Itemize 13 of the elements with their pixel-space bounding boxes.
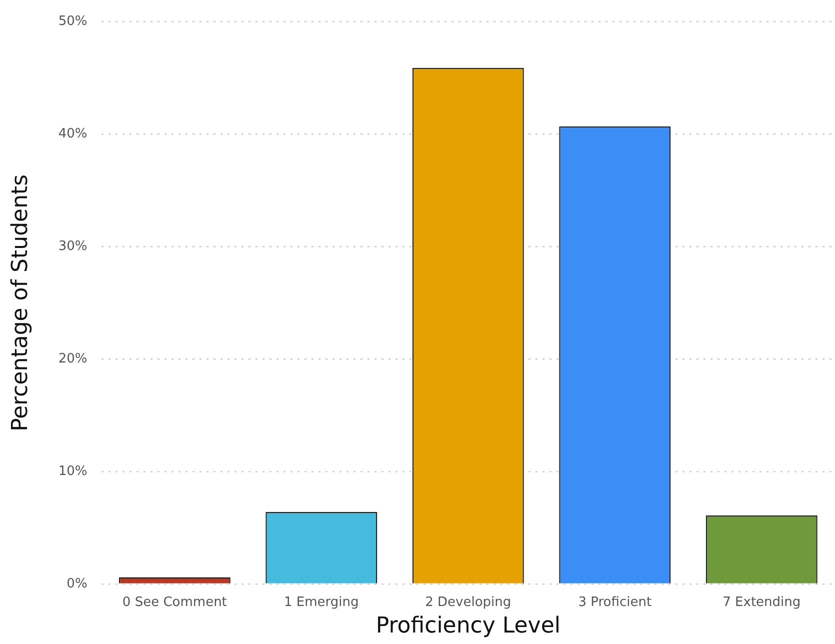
x-tick-label: 7 Extending <box>722 595 801 610</box>
x-axis-title: Proficiency Level <box>376 614 560 639</box>
y-tick-label: 30% <box>58 239 88 254</box>
x-tick-label: 3 Proficient <box>578 595 652 610</box>
x-tick-label: 1 Emerging <box>284 595 359 610</box>
y-axis-title: Percentage of Students <box>8 174 33 432</box>
y-tick-label: 20% <box>58 351 88 366</box>
y-tick-label: 40% <box>58 126 88 142</box>
y-tick-label: 0% <box>66 576 88 592</box>
y-tick-label: 10% <box>58 464 88 479</box>
y-tick-label: 50% <box>58 14 88 30</box>
x-tick-label: 0 See Comment <box>122 595 227 610</box>
x-tick-label: 2 Developing <box>425 595 512 610</box>
